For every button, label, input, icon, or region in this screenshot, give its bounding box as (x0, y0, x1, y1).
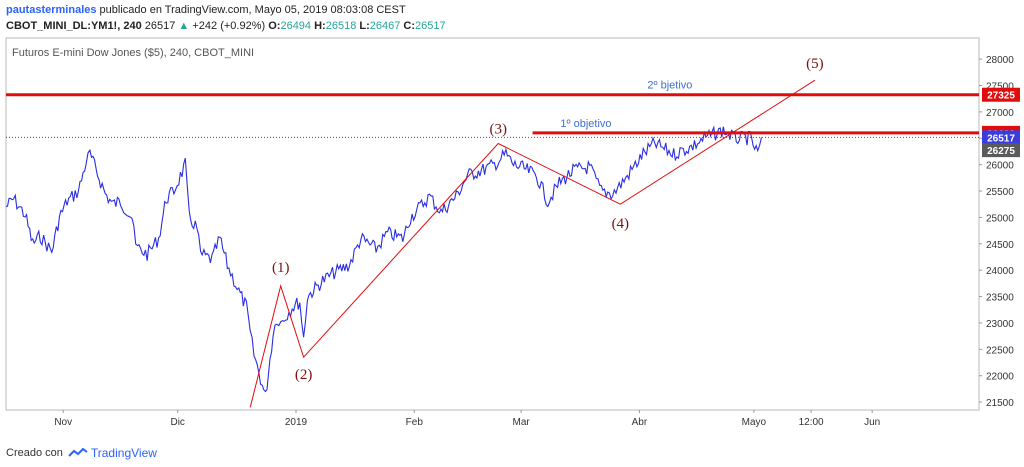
x-tick-label: Mar (513, 417, 531, 428)
close-value: 26517 (415, 20, 446, 32)
target-level-label: 2º bjetivo (647, 80, 692, 92)
wave-label: (5) (806, 56, 824, 72)
created-with-label: Creado con (6, 447, 63, 459)
wave-label: (1) (272, 260, 290, 276)
symbol-line: CBOT_MINI_DL:YM1!, 240 26517 ▲ +242 (+0.… (6, 18, 446, 34)
last-price: 26517 (144, 20, 176, 32)
y-tick-label: 21500 (986, 398, 1014, 409)
y-tick-label: 25500 (986, 187, 1014, 198)
wave-layer: (1) (2) (3) (4) (5) (249, 56, 824, 408)
low-value: 26467 (369, 20, 401, 32)
y-tick-label: 26000 (986, 161, 1014, 172)
target-level-label: 1º objetivo (560, 118, 611, 130)
series-layer (5, 125, 763, 393)
open-value: 26494 (280, 20, 312, 32)
elliott-wave-line[interactable] (249, 79, 816, 408)
x-tick-label: 2019 (285, 417, 308, 428)
tradingview-logo-icon (68, 448, 88, 457)
price-labels-layer: 27325266022651726275 (982, 87, 1020, 158)
price-label: 27325 (987, 91, 1015, 102)
open-label: O: (268, 20, 281, 32)
publish-line: pautasterminales publicado en TradingVie… (6, 2, 446, 18)
y-tick-label: 27500 (986, 81, 1014, 92)
symbol-name: CBOT_MINI_DL:YM1!, 240 (6, 20, 142, 32)
publish-info: publicado en TradingView.com, Mayo 05, 2… (99, 4, 406, 16)
x-tick-label: Abr (632, 417, 648, 428)
y-tick-label: 23000 (986, 319, 1014, 330)
high-label: H: (314, 20, 326, 32)
price-series-line (5, 125, 763, 393)
y-tick-label: 23500 (986, 293, 1014, 304)
x-tick-label: Jun (864, 417, 880, 428)
price-label-bg (982, 130, 1020, 145)
price-chart[interactable]: Futuros E-mini Dow Jones ($5), 240, CBOT… (0, 0, 1024, 440)
price-label: 26517 (987, 133, 1015, 144)
price-label: 26275 (987, 146, 1015, 157)
price-change: +242 (+0.92%) (192, 20, 266, 32)
up-arrow-icon: ▲ (178, 20, 190, 32)
low-label: L: (359, 20, 370, 32)
y-axis[interactable]: 21500 22000 22500 23000 23500 24000 24500 25000… (979, 55, 1014, 409)
chart-title: Futuros E-mini Dow Jones ($5), 240, CBOT… (12, 47, 254, 59)
close-label: C: (403, 20, 416, 32)
y-tick-label: 22500 (986, 345, 1014, 356)
wave-label: (4) (612, 216, 630, 232)
high-value: 26518 (325, 20, 357, 32)
y-tick-label: 28000 (986, 55, 1014, 66)
x-tick-label: 12:00 (799, 417, 824, 428)
y-tick-label: 25000 (986, 213, 1014, 224)
wave-label: (3) (489, 122, 507, 138)
y-tick-label: 24000 (986, 266, 1014, 277)
chart-header: pautasterminales publicado en TradingVie… (6, 2, 446, 34)
author-link[interactable]: pautasterminales (6, 4, 97, 16)
y-tick-label: 27000 (986, 108, 1014, 119)
x-tick-label: Nov (54, 417, 72, 428)
wave-label: (2) (295, 367, 313, 383)
tradingview-brand[interactable]: TradingView (90, 446, 157, 460)
y-tick-label: 22000 (986, 372, 1014, 383)
y-tick-label: 24500 (986, 240, 1014, 251)
x-tick-label: Feb (406, 417, 424, 428)
price-label-bg (982, 143, 1020, 158)
x-axis[interactable]: Nov Dic 2019 Feb Mar Abr Mayo 12:00 Jun (54, 410, 880, 428)
footer: Creado con TradingView (6, 446, 157, 460)
x-tick-label: Dic (170, 417, 184, 428)
price-label-bg (982, 87, 1020, 102)
levels-layer: 2º bjetivo 1º objetivo (6, 80, 979, 138)
plot-area[interactable] (5, 37, 980, 411)
x-tick-label: Mayo (742, 417, 767, 428)
